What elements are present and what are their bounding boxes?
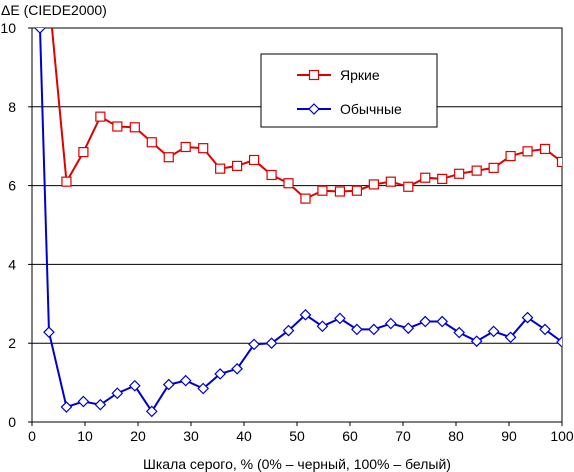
series-1-point: [129, 122, 140, 133]
series-2-point: [265, 337, 278, 350]
x-axis-title: Шкала серого, % (0% – черный, 100% – бел…: [143, 456, 451, 472]
x-tick-label: 10: [77, 428, 93, 444]
series-2-point: [197, 382, 210, 395]
x-axis: 0 10 20 30 40 50 60 70 80 90 100: [28, 422, 574, 444]
series-2-point: [402, 322, 415, 335]
series-1-point: [539, 143, 551, 155]
series-1-point: [351, 185, 362, 196]
x-tick-label: 40: [236, 428, 252, 444]
legend-box: [260, 53, 438, 128]
series-1-point: [215, 163, 226, 174]
series-2-point: [504, 331, 517, 344]
series-2-point: [145, 405, 158, 418]
y-axis: 0 2 4 6 8 10: [0, 20, 32, 430]
series-1-point: [437, 173, 448, 185]
series-1-point: [180, 141, 191, 153]
y-axis-title: ΔE (CIEDE2000): [1, 2, 107, 18]
series-2-point: [77, 395, 90, 408]
series-1-point: [556, 156, 562, 168]
series-2-point: [470, 335, 483, 348]
series-1-point: [61, 176, 72, 187]
series-1-point: [95, 111, 106, 122]
series-2-point: [128, 379, 141, 392]
series-2-point: [179, 374, 192, 387]
series-1-point: [385, 176, 396, 187]
legend-label-2: Обычные: [340, 101, 402, 117]
x-tick-label: 30: [183, 428, 199, 444]
series-1-point: [334, 186, 346, 197]
series-2-point: [436, 315, 449, 328]
series-2-point: [162, 378, 175, 391]
x-tick-label: 100: [550, 428, 574, 444]
series-2-point: [453, 326, 466, 339]
series-2-point: [351, 323, 363, 336]
series-1-point: [248, 154, 260, 166]
series-1-point: [232, 160, 243, 171]
legend-label-1: Яркие: [340, 67, 380, 83]
series-1-point: [403, 181, 414, 192]
legend: Яркие Обычные: [260, 53, 438, 128]
series-1-point: [368, 179, 379, 190]
y-tick-label: 6: [8, 178, 16, 194]
series-2-point: [214, 368, 226, 380]
series-1-point: [505, 150, 516, 162]
legend-marker-2: [308, 103, 320, 115]
series-2-point: [539, 323, 551, 336]
series-2-point: [282, 324, 295, 337]
series-1-point: [454, 168, 465, 179]
series-1-point: [471, 165, 482, 176]
series-2-point: [556, 336, 562, 348]
x-tick-label: 90: [501, 428, 517, 444]
series-2-point: [34, 28, 46, 34]
series-1-point: [198, 143, 209, 154]
series-2-point: [487, 325, 500, 338]
series-1-point: [522, 146, 533, 157]
y-tick-label: 4: [8, 256, 16, 272]
series-1-point: [317, 185, 328, 196]
series-2-point: [384, 317, 397, 330]
series-1-point: [283, 178, 294, 189]
x-tick-label: 20: [130, 428, 146, 444]
series-1-point: [300, 193, 311, 204]
y-tick-label: 8: [8, 99, 16, 115]
series-1-point: [44, 0, 53, 1]
series-1-point: [112, 121, 123, 132]
series-2-point: [248, 338, 260, 351]
series-2-point: [60, 401, 73, 413]
x-tick-label: 80: [448, 428, 464, 444]
y-tick-label: 10: [0, 20, 16, 36]
x-tick-label: 50: [289, 428, 305, 444]
series-1-point: [146, 137, 157, 148]
y-tick-label: 2: [8, 335, 16, 351]
series-1-point: [420, 172, 431, 183]
series-1-point: [488, 162, 499, 173]
x-tick-label: 60: [342, 428, 358, 444]
legend-marker-1: [308, 69, 320, 81]
series-2-point: [521, 311, 534, 324]
series-2-point: [43, 326, 55, 339]
series-2-point: [316, 320, 329, 333]
series-2-point: [334, 312, 346, 325]
y-tick-label: 0: [8, 414, 16, 430]
series-1-point: [266, 169, 277, 181]
series-2-point: [299, 308, 312, 321]
marker-layer: [34, 0, 562, 418]
series-2-point: [368, 323, 380, 336]
series-2-point: [94, 398, 107, 411]
series-2-point: [231, 362, 243, 375]
series-2-point: [111, 387, 124, 400]
x-tick-label: 70: [395, 428, 411, 444]
series-1-point: [163, 152, 174, 163]
series-2-point: [419, 315, 432, 328]
x-tick-label: 0: [28, 428, 36, 444]
series-1-point: [78, 147, 89, 158]
